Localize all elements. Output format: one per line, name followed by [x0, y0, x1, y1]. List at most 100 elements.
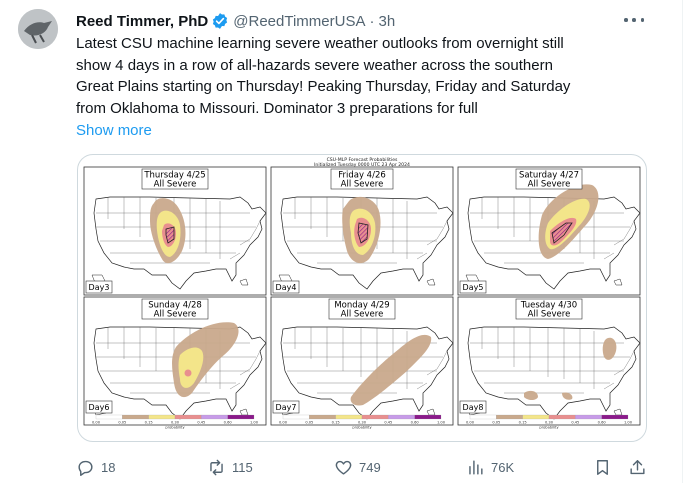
panel-date: Saturday 4/27	[519, 171, 579, 181]
tweet-actions: 18 115 749 76K	[76, 456, 656, 478]
views-count: 76K	[491, 459, 515, 475]
colorbar-tick-label: 0.30	[358, 421, 367, 425]
colorbar-segment	[548, 414, 576, 420]
tweet-text-line: show 4 days in a row of all-hazards seve…	[76, 56, 553, 74]
more-options-icon[interactable]	[624, 13, 644, 27]
colorbar-segment	[414, 414, 442, 420]
author-handle[interactable]: @ReedTimmerUSA	[233, 12, 366, 30]
forecast-panel-day7: Monday 4/29 All Severe Day7	[270, 296, 454, 426]
colorbar: 0.00 0.05 0.15 0.30 0.45 0.60 1.00 probability	[466, 414, 633, 430]
colorbar-segment	[335, 414, 363, 420]
bookmark-button[interactable]	[593, 456, 618, 478]
colorbar-tick-label: 0.30	[545, 421, 554, 425]
colorbar-segment	[227, 414, 255, 420]
tweet-timestamp[interactable]: 3h	[378, 12, 396, 30]
colorbar-tick-label: 1.00	[437, 421, 446, 425]
tweet-text: Latest CSU machine learning severe weath…	[76, 33, 651, 119]
colorbar-segment	[95, 414, 123, 420]
avatar[interactable]	[18, 9, 58, 49]
colorbar-segment	[601, 414, 629, 420]
colorbar-segment	[388, 414, 415, 420]
panel-hazard: All Severe	[528, 310, 571, 320]
forecast-panel-day3: Thursday 4/25 All Severe Day3	[83, 166, 267, 296]
colorbar-tick-label: 0.05	[118, 421, 126, 425]
colorbar-tick-label: 1.00	[624, 421, 633, 425]
forecast-panel-day4: Friday 4/26 All Severe Day4	[270, 166, 454, 296]
repost-count: 115	[232, 459, 253, 475]
colorbar-tick-label: 0.60	[411, 421, 420, 425]
reply-icon	[78, 460, 93, 476]
colorbar-tick-label: 0.15	[145, 421, 153, 425]
colorbar-tick-label: 0.15	[332, 421, 340, 425]
figure-subtitle: Initialized Tuesday 0000 UTC 23 Apr 2024	[314, 162, 410, 168]
colorbar-tick-label: 0.00	[466, 421, 475, 425]
reply-count: 18	[101, 459, 116, 475]
panel-day-label: Day5	[463, 283, 484, 292]
author-name[interactable]: Reed Timmer, PhD	[76, 12, 209, 30]
colorbar-segment	[201, 414, 228, 420]
colorbar-tick-label: 0.60	[224, 421, 233, 425]
colorbar: 0.00 0.05 0.15 0.30 0.45 0.60 1.00 probability	[92, 414, 259, 430]
panel-hazard: All Severe	[528, 180, 571, 190]
dot-icon	[624, 18, 628, 22]
colorbar: 0.00 0.05 0.15 0.30 0.45 0.60 1.00 probability	[279, 414, 446, 430]
colorbar-segment	[496, 414, 523, 420]
tweet-text-line: Latest CSU machine learning severe weath…	[76, 35, 564, 52]
colorbar-label: probability	[352, 426, 372, 430]
colorbar-segment	[148, 414, 176, 420]
forecast-panel-day5: Saturday 4/27 All Severe Day5	[457, 166, 641, 296]
colorbar-tick-label: 0.45	[384, 421, 392, 425]
reply-button[interactable]: 18	[76, 456, 115, 478]
panel-day-label: Day6	[89, 403, 110, 412]
avatar-image	[18, 9, 58, 49]
panel-day-label: Day3	[89, 283, 110, 292]
panel-day-label: Day8	[463, 403, 484, 412]
share-button[interactable]	[628, 456, 653, 478]
colorbar-tick-label: 0.30	[171, 421, 180, 425]
colorbar-segment	[522, 414, 550, 420]
panel-date: Monday 4/29	[334, 301, 389, 311]
colorbar-segment	[575, 414, 602, 420]
colorbar-tick-label: 0.00	[92, 421, 101, 425]
colorbar-tick-label: 0.05	[305, 421, 313, 425]
figure-title: CSU-MLP Forecast Probabilities	[327, 157, 398, 163]
panel-date: Sunday 4/28	[148, 301, 202, 311]
colorbar-tick-label: 0.60	[598, 421, 607, 425]
like-button[interactable]: 749	[334, 456, 381, 478]
repost-button[interactable]: 115	[207, 456, 253, 478]
panel-hazard: All Severe	[154, 310, 197, 320]
like-count: 749	[359, 459, 381, 475]
tweet-media-image[interactable]: CSU-MLP Forecast Probabilities Initializ…	[77, 154, 647, 442]
colorbar-tick-label: 0.05	[492, 421, 500, 425]
colorbar-segment	[309, 414, 336, 420]
panel-day-label: Day4	[276, 283, 297, 292]
colorbar-segment	[174, 414, 202, 420]
heart-icon	[335, 460, 352, 475]
panel-hazard: All Severe	[154, 180, 197, 190]
share-icon	[630, 459, 645, 474]
colorbar-tick-label: 0.00	[279, 421, 288, 425]
colorbar-segment	[122, 414, 149, 420]
panel-day-label: Day7	[276, 403, 297, 412]
views-button[interactable]: 76K	[466, 456, 514, 478]
colorbar-segment	[469, 414, 497, 420]
tweet-text-line: from Oklahoma to Missouri. Dominator 3 p…	[76, 99, 478, 117]
panel-date: Thursday 4/25	[143, 171, 205, 181]
panel-date: Friday 4/26	[338, 171, 386, 181]
show-more-link[interactable]: Show more	[76, 122, 152, 139]
colorbar-label: probability	[539, 426, 559, 430]
forecast-maps-figure: CSU-MLP Forecast Probabilities Initializ…	[83, 157, 641, 430]
views-icon	[469, 459, 483, 475]
tweet-header: Reed Timmer, PhD @ReedTimmerUSA · 3h	[76, 11, 636, 31]
panel-hazard: All Severe	[341, 180, 384, 190]
bookmark-icon	[597, 459, 608, 475]
panel-date: Tuesday 4/30	[520, 301, 577, 311]
colorbar-label: probability	[165, 426, 185, 430]
colorbar-tick-label: 0.15	[519, 421, 527, 425]
repost-icon	[210, 459, 223, 475]
tweet-text-line: Great Plains starting on Thursday! Peaki…	[76, 78, 571, 95]
dot-icon	[632, 18, 636, 22]
colorbar-tick-label: 0.45	[197, 421, 205, 425]
verified-badge-icon[interactable]	[211, 12, 229, 30]
